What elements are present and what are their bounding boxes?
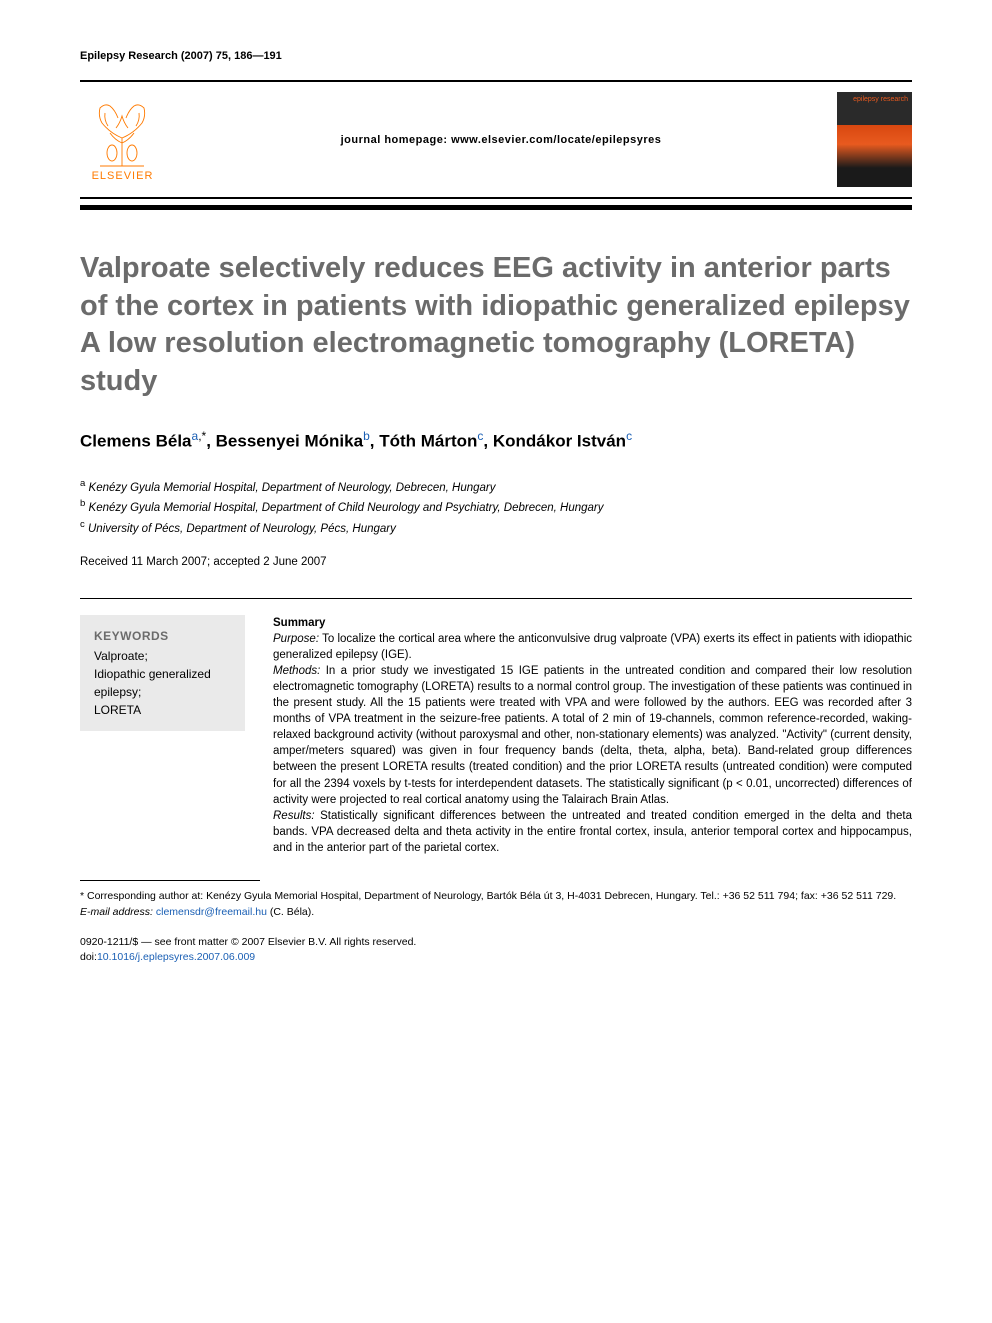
abstract-row: KEYWORDS Valproate; Idiopathic generaliz… — [80, 598, 912, 856]
corresponding-author: * Corresponding author at: Kenézy Gyula … — [80, 889, 912, 921]
elsevier-tree-icon — [90, 98, 155, 168]
email-suffix: (C. Béla). — [267, 906, 314, 918]
doi-prefix: doi: — [80, 951, 97, 963]
email-link[interactable]: clemensdr@freemail.hu — [156, 906, 267, 918]
affiliations: a Kenézy Gyula Memorial Hospital, Depart… — [80, 477, 912, 537]
article-dates: Received 11 March 2007; accepted 2 June … — [80, 556, 912, 568]
keywords-box: KEYWORDS Valproate; Idiopathic generaliz… — [80, 615, 245, 731]
keywords-items: Valproate; Idiopathic generalized epilep… — [94, 647, 231, 719]
corresponding-label: * Corresponding author at: — [80, 890, 206, 902]
methods-text: In a prior study we investigated 15 IGE … — [273, 665, 912, 806]
citation-line: Epilepsy Research (2007) 75, 186—191 — [80, 50, 912, 62]
results-label: Results: — [273, 810, 315, 822]
journal-homepage-link[interactable]: journal homepage: www.elsevier.com/locat… — [165, 134, 837, 146]
abstract: Summary Purpose: To localize the cortica… — [273, 615, 912, 856]
header-rule — [80, 205, 912, 210]
affiliation-b: b Kenézy Gyula Memorial Hospital, Depart… — [80, 497, 912, 517]
summary-label: Summary — [273, 617, 325, 629]
header-bar: ELSEVIER journal homepage: www.elsevier.… — [80, 80, 912, 199]
author-4: Kondákor István — [493, 431, 626, 450]
methods-label: Methods: — [273, 665, 320, 677]
email-label: E-mail address: — [80, 906, 153, 918]
affiliation-c: c University of Pécs, Department of Neur… — [80, 518, 912, 538]
author-2-affil: b — [363, 429, 370, 443]
affiliation-a: a Kenézy Gyula Memorial Hospital, Depart… — [80, 477, 912, 497]
copyright-line: 0920-1211/$ — see front matter © 2007 El… — [80, 935, 912, 951]
results-text: Statistically significant differences be… — [273, 810, 912, 854]
journal-cover-title: epilepsy research — [853, 96, 908, 103]
title-main: Valproate selectively reduces EEG activi… — [80, 252, 910, 322]
author-3-affil: c — [477, 429, 483, 443]
title-sub: A low resolution electromagnetic tomogra… — [80, 327, 855, 397]
author-3: Tóth Márton — [379, 431, 477, 450]
purpose-text: To localize the cortical area where the … — [273, 633, 912, 661]
publisher-logo: ELSEVIER — [80, 98, 165, 182]
author-list: Clemens Bélaa,*, Bessenyei Mónikab, Tóth… — [80, 429, 912, 452]
footer-rule — [80, 880, 260, 881]
copyright-block: 0920-1211/$ — see front matter © 2007 El… — [80, 935, 912, 967]
journal-cover-image: epilepsy research — [837, 92, 912, 187]
keywords-label: KEYWORDS — [94, 627, 231, 645]
author-1: Clemens Béla — [80, 431, 192, 450]
publisher-name: ELSEVIER — [92, 170, 154, 182]
article-title: Valproate selectively reduces EEG activi… — [80, 250, 912, 401]
purpose-label: Purpose: — [273, 633, 319, 645]
doi-link[interactable]: 10.1016/j.eplepsyres.2007.06.009 — [97, 951, 255, 963]
corresponding-text: Kenézy Gyula Memorial Hospital, Departme… — [206, 890, 896, 902]
corresponding-marker: ,* — [198, 429, 206, 443]
author-4-affil: c — [626, 429, 632, 443]
author-2: Bessenyei Mónika — [216, 431, 363, 450]
